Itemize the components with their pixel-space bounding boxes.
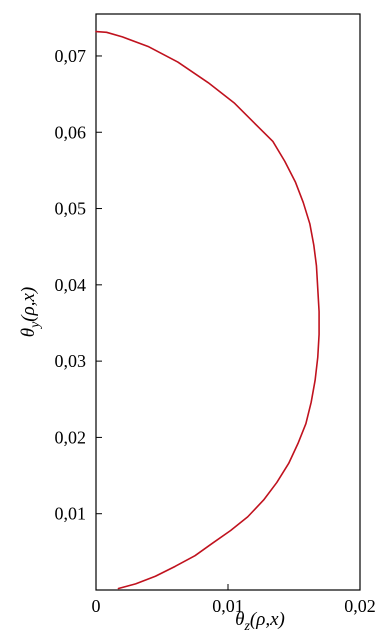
x-tick-label: 0,01 bbox=[212, 596, 244, 616]
y-tick-label: 0,05 bbox=[55, 199, 87, 219]
y-tick-label: 0,04 bbox=[55, 275, 87, 295]
x-axis-label-args: (ρ,x) bbox=[250, 609, 285, 630]
y-axis-label-args: (ρ,x) bbox=[18, 287, 39, 322]
x-axis-label: θz(ρ,x) bbox=[235, 609, 285, 630]
y-tick-label: 0,03 bbox=[55, 351, 87, 371]
y-axis-label-sub: y bbox=[28, 321, 43, 330]
y-tick-label: 0,07 bbox=[55, 46, 87, 66]
x-tick-label: 0,02 bbox=[344, 596, 376, 616]
series-line-0 bbox=[95, 30, 320, 590]
series-group bbox=[95, 30, 320, 590]
y-tick-label: 0,06 bbox=[55, 122, 87, 142]
y-tick-label: 0,01 bbox=[55, 504, 87, 524]
axes bbox=[95, 13, 361, 591]
x-tick-label: 0 bbox=[92, 596, 101, 616]
axis-labels: θz(ρ,x)θy(ρ,x) bbox=[18, 287, 285, 630]
x-axis-label-sub: z bbox=[243, 619, 250, 630]
plot-frame bbox=[95, 13, 361, 591]
x-axis-label-base: θ bbox=[235, 609, 244, 630]
ticks: 0 0,01 0,02 0,01 0,02 0,03 0,04 0,05 0,06 0,07 bbox=[55, 46, 376, 616]
y-axis-label: θy(ρ,x) bbox=[18, 287, 43, 338]
y-axis-label-base: θ bbox=[18, 328, 39, 337]
y-tick-label: 0,02 bbox=[55, 427, 87, 447]
